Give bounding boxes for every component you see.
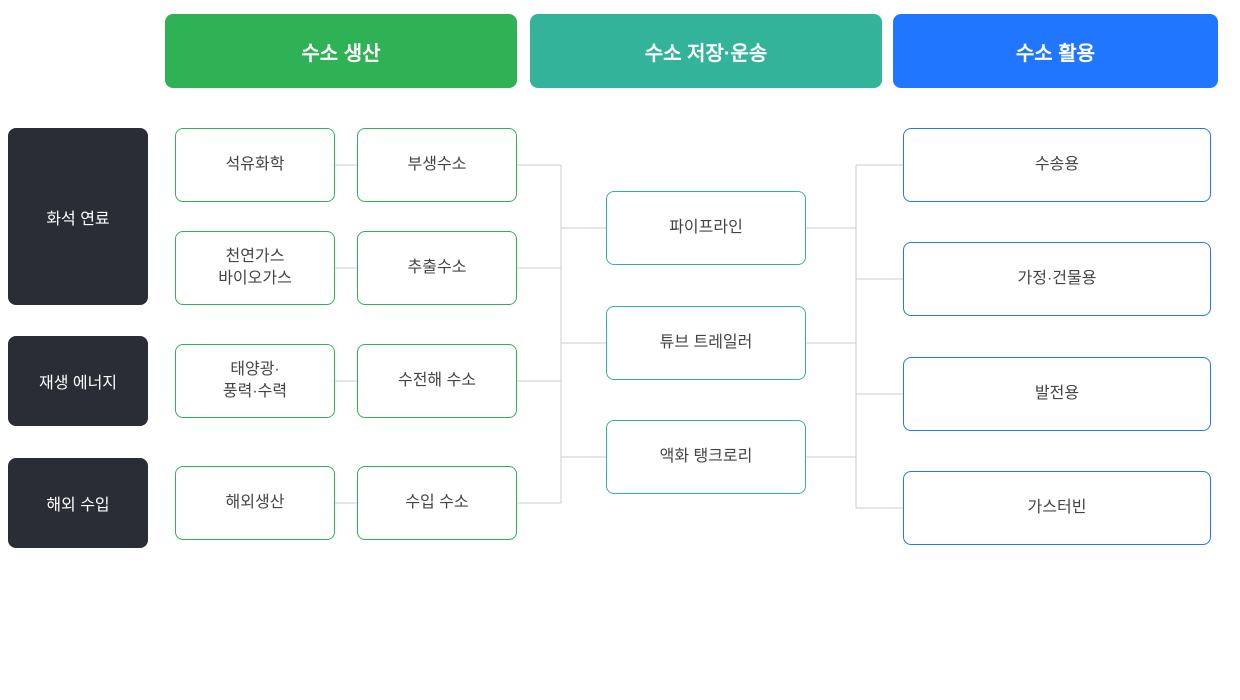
node-natural-gas: 천연가스 바이오가스 [175,231,335,305]
node-liquid-tanklorry: 액화 탱크로리 [606,420,806,494]
sidebar-fossil-fuel: 화석 연료 [8,128,148,305]
node-electrolysis-hydrogen: 수전해 수소 [357,344,517,418]
node-extracted-hydrogen: 추출수소 [357,231,517,305]
node-solar-wind-hydro: 태양광· 풍력·수력 [175,344,335,418]
sidebar-import: 해외 수입 [8,458,148,548]
node-overseas-production: 해외생산 [175,466,335,540]
node-home-building: 가정·건물용 [903,242,1211,316]
node-gas-turbine: 가스터빈 [903,471,1211,545]
header-production: 수소 생산 [165,14,517,88]
header-storage: 수소 저장·운송 [530,14,882,88]
node-transportation: 수송용 [903,128,1211,202]
node-tube-trailer: 튜브 트레일러 [606,306,806,380]
node-petrochemical: 석유화학 [175,128,335,202]
node-power-generation: 발전용 [903,357,1211,431]
header-utilization: 수소 활용 [893,14,1218,88]
node-pipeline: 파이프라인 [606,191,806,265]
sidebar-renewable: 재생 에너지 [8,336,148,426]
node-imported-hydrogen: 수입 수소 [357,466,517,540]
node-byproduct-hydrogen: 부생수소 [357,128,517,202]
